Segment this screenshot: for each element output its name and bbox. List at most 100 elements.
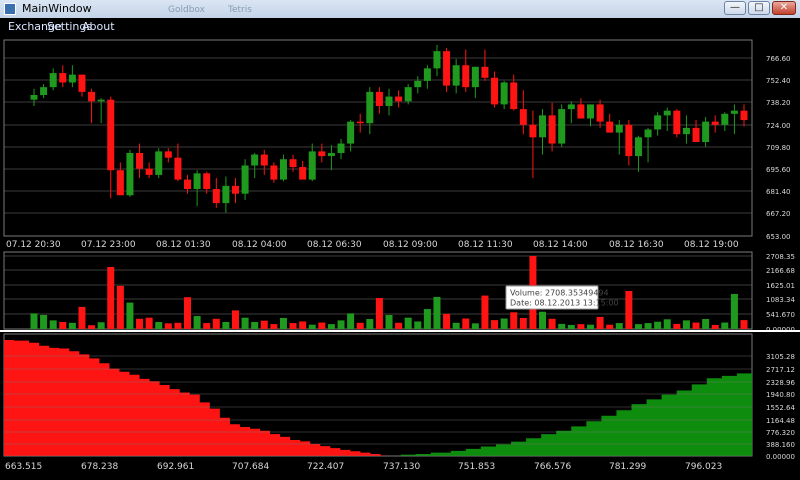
candle-body [625, 124, 633, 157]
faint-title-text-1: Goldbox [168, 5, 205, 15]
candle-body [260, 154, 268, 166]
volume-bar [184, 297, 192, 329]
volume-y-tick: 1625.01 [766, 282, 795, 290]
menu-about[interactable]: About [82, 20, 115, 33]
candle-body [586, 104, 594, 119]
volume-bar [548, 318, 556, 329]
maximize-button[interactable]: □ [748, 1, 770, 15]
volume-bar [395, 322, 403, 329]
menu-bar: Exchange Settings About [0, 18, 800, 34]
window-title: MainWindow [22, 2, 92, 15]
menu-exchange[interactable]: Exchange [8, 20, 62, 33]
price-x-tick: 07.12 20:30 [6, 240, 61, 250]
candle-body [308, 151, 316, 180]
candle-body [539, 115, 547, 138]
volume-bar [730, 293, 738, 329]
price-y-tick: 738.20 [766, 99, 791, 107]
price-x-tick: 08.12 09:00 [383, 240, 438, 250]
candle-body [289, 159, 297, 168]
candle-body [615, 124, 623, 133]
candle-body [711, 121, 719, 125]
candle-body [423, 68, 431, 81]
price-y-tick: 681.40 [766, 188, 791, 196]
candle-body [577, 104, 585, 119]
minimize-button[interactable]: — [724, 1, 746, 15]
depth-y-tick: 1552.64 [766, 404, 795, 412]
volume-bar [145, 317, 153, 329]
candle-body [88, 91, 96, 102]
candle-body [375, 91, 383, 106]
depth-chart[interactable]: 3105.28 2717.12 2328.96 1940.80 1552.64 1164.… [0, 330, 800, 480]
depth-x-tick: 663.515 [5, 462, 42, 472]
volume-bar [663, 319, 671, 329]
candle-body [59, 73, 67, 83]
volume-bar [59, 321, 67, 329]
volume-bar [126, 302, 134, 329]
price-x-tick: 08.12 01:30 [156, 240, 211, 250]
candle-body [164, 151, 172, 158]
candle-body [740, 110, 748, 121]
volume-bar [443, 313, 451, 329]
candle-body [107, 99, 115, 171]
candle-body [548, 115, 556, 144]
candle-body [145, 168, 153, 175]
volume-chart[interactable]: 2708.352166.681625.011083.34541.6700.000… [3, 251, 795, 334]
depth-x-tick: 692.961 [157, 462, 194, 472]
ask-depth-area [385, 372, 752, 456]
candle-body [270, 165, 278, 180]
volume-bar [116, 285, 124, 329]
candle-body [184, 179, 192, 189]
volume-bar [279, 317, 287, 329]
candle-body [279, 159, 287, 180]
volume-bar [586, 324, 594, 329]
volume-bar [673, 323, 681, 329]
price-chart[interactable]: 766.60 752.40 738.20 724.00 709.80 695.60 681.… [3, 39, 791, 250]
candle-body [222, 185, 230, 204]
candle-body [231, 185, 239, 194]
volume-bar [203, 323, 211, 329]
volume-bar [385, 314, 393, 329]
trading-charts[interactable]: 766.60 752.40 738.20 724.00 709.80 695.60 681.… [0, 34, 800, 480]
volume-bar [471, 323, 479, 329]
candle-body [433, 51, 441, 69]
candle-body [414, 80, 422, 88]
price-x-tick: 08.12 06:30 [307, 240, 362, 250]
volume-bar [356, 322, 364, 329]
close-button[interactable]: ✕ [772, 1, 796, 15]
candle-body [481, 66, 489, 78]
candle-body [337, 143, 345, 153]
volume-bar [155, 321, 163, 329]
volume-bar [347, 313, 355, 329]
menu-settings[interactable]: Settings [47, 20, 93, 33]
candle-body [663, 110, 671, 116]
candle-body [596, 104, 604, 122]
price-y-tick: 667.20 [766, 210, 791, 218]
depth-y-tick: 3105.28 [766, 353, 795, 361]
tooltip-volume-text: Volume: 2708.35349494 [510, 289, 609, 298]
volume-bar [30, 313, 38, 329]
depth-y-tick: 1940.80 [766, 391, 795, 399]
volume-bar [625, 290, 633, 329]
volume-bar [452, 322, 460, 329]
volume-bar [462, 318, 470, 329]
volume-bar [702, 319, 710, 329]
tooltip-date-text: Date: 08.12.2013 13:15:00 [510, 299, 619, 308]
volume-bar [164, 323, 172, 329]
depth-x-tick: 707.684 [232, 462, 269, 472]
volume-bar [366, 319, 374, 329]
depth-x-tick: 722.407 [307, 462, 344, 472]
volume-bar [711, 324, 719, 329]
price-x-tick: 08.12 16:30 [609, 240, 664, 250]
candle-body [193, 173, 201, 189]
volume-bar [40, 314, 48, 329]
volume-bar [88, 325, 96, 329]
volume-bar [596, 316, 604, 329]
candle-body [692, 127, 700, 142]
volume-bar [567, 324, 575, 329]
title-bar: MainWindow Goldbox Tetris — □ ✕ [0, 0, 800, 19]
candle-body [443, 51, 451, 86]
candle-body [654, 115, 662, 130]
depth-x-tick: 678.238 [81, 462, 118, 472]
volume-bar [289, 323, 297, 329]
candle-body [558, 109, 566, 144]
